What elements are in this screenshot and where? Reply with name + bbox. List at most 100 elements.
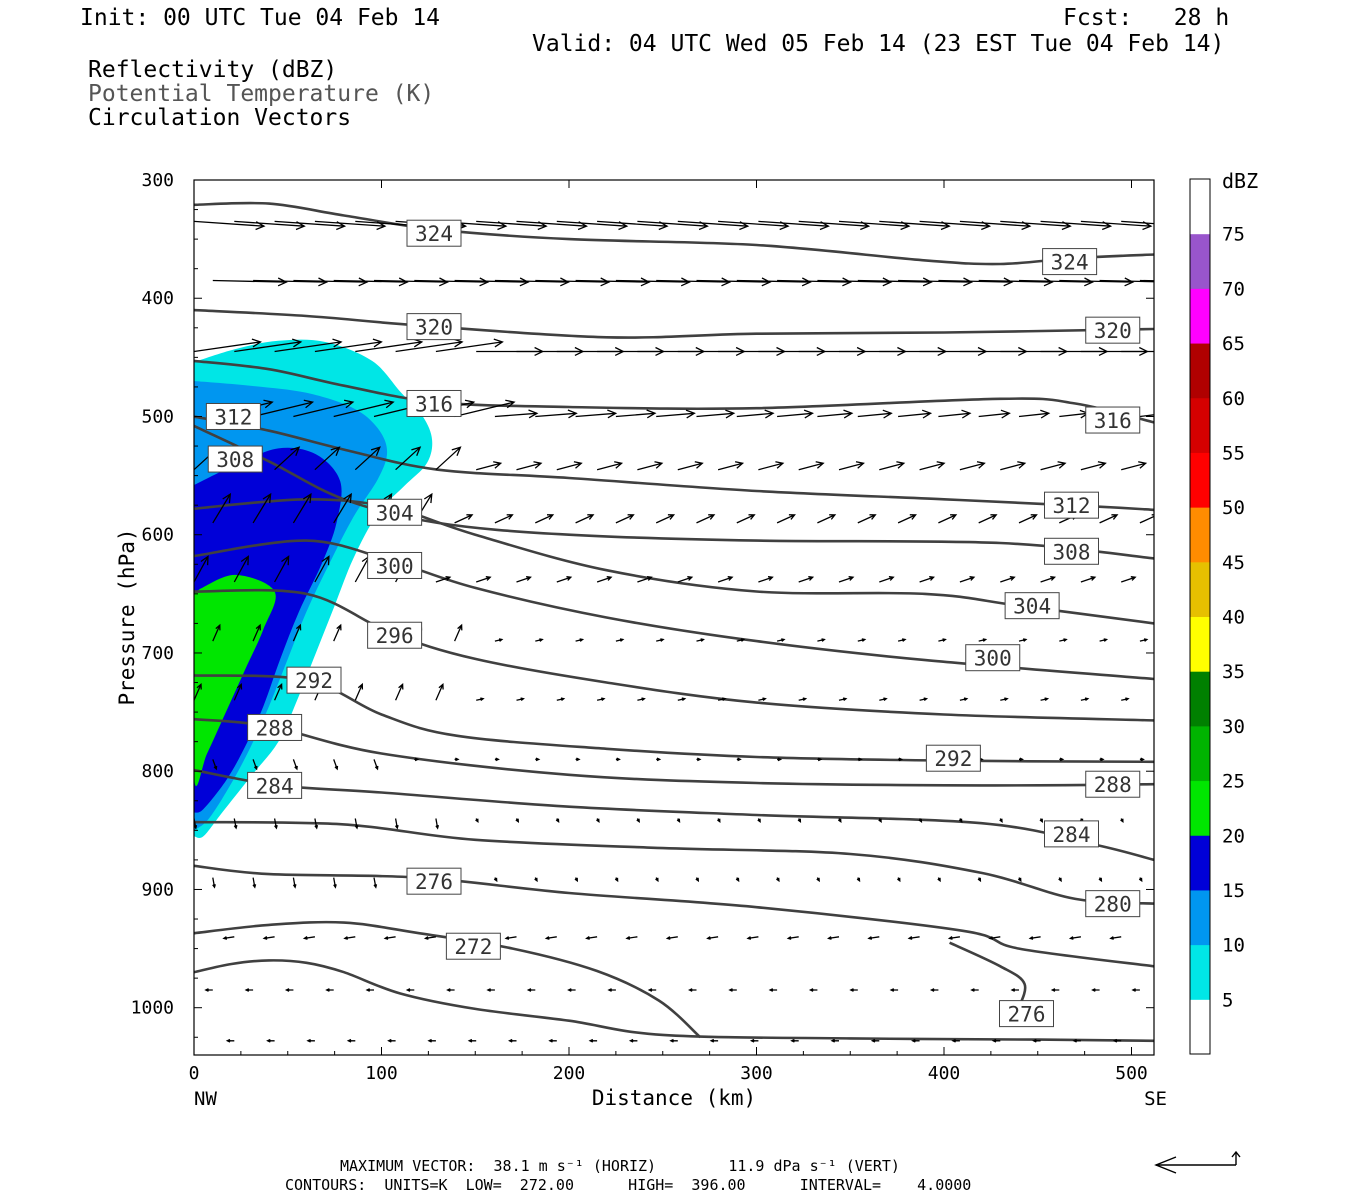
circulation-vector [373,277,449,287]
colorbar-tick-label: 70 [1222,278,1245,300]
circulation-vector [252,399,315,418]
circulation-vector [978,514,998,524]
circulation-vector [1039,818,1043,823]
circulation-vector [656,277,732,287]
circulation-vector [897,638,907,642]
x-end-nw: NW [194,1088,217,1110]
circulation-vector [333,399,395,418]
x-tick-label: 0 [189,1063,200,1084]
circulation-vector [669,1038,678,1043]
circulation-vector [637,697,646,702]
colorbar-tick-label: 65 [1222,333,1245,355]
contour-label-box [367,551,423,579]
circulation-vector [1059,757,1065,762]
axes: 0 100 200 300 400 500 300 400 500 600 700 800 900 100… [131,170,1154,1084]
contour-label-box [445,932,501,960]
circulation-vector [435,338,504,353]
circulation-vector [625,936,638,940]
circulation-vector [333,623,342,642]
circulation-vector [575,757,581,762]
theta-contour-320 [194,308,1154,339]
circulation-vector [1121,220,1154,225]
y-tick-label: 600 [141,525,174,546]
circulation-vector [292,877,297,889]
circulation-vector [314,555,330,583]
circulation-vector [476,697,485,702]
circulation-vector [1000,576,1016,583]
contour-label-box [1085,406,1141,434]
circulation-vector [777,409,814,419]
circulation-vector [212,277,288,287]
circulation-vector [614,877,619,883]
contour-label-292: 292 [295,669,333,693]
circulation-vector [556,576,573,583]
circulation-vector [798,697,808,702]
contour-label-316: 316 [415,392,453,416]
circulation-vector [777,757,783,762]
circulation-vector [306,1038,315,1043]
circulation-vector [427,1038,436,1043]
colorbar-tick-label: 60 [1222,388,1245,410]
theta-contour-308 [194,424,1154,560]
contour-label-284: 284 [1053,823,1091,847]
circulation-vector [1058,877,1062,883]
circulation-vector [977,877,982,883]
circulation-vector [1017,877,1022,883]
circulation-vector [988,936,1001,940]
contour-label-box [965,644,1021,672]
circulation-vector [879,576,895,583]
colorbar-bin [1190,507,1210,563]
contour-label-box [367,498,423,526]
circulation-vector [516,461,543,471]
circulation-vector [665,936,678,940]
circulation-vector [314,338,383,353]
circulation-vector [194,555,209,583]
circulation-vector [637,576,653,583]
circulation-vector [1072,1038,1081,1043]
circulation-vector [706,936,719,940]
circulation-vector [252,492,272,524]
forecast-hour: Fcst: 28 h [1063,5,1230,31]
circulation-vector [516,697,525,702]
circulation-vector [1099,638,1109,642]
field-reflectivity: Reflectivity (dBZ) [88,57,338,83]
circulation-vector [817,514,837,524]
circulation-vector [187,1040,194,1043]
circulation-vector [354,682,364,701]
circulation-vector [647,988,657,992]
circulation-vector [556,697,566,702]
circulation-vector [346,1038,356,1043]
plot-frame [193,179,1155,1056]
circulation-vector [1040,697,1050,702]
circulation-vector [677,576,694,583]
circulation-vector [1040,461,1067,471]
circulation-vector [515,818,520,823]
circulation-vector [1139,514,1154,524]
colorbar-bin [1190,343,1210,399]
theta-contour-312 [194,415,1154,512]
circulation-vector [293,399,355,418]
circulation-vector [938,409,972,419]
circulation-vector [292,759,298,771]
circulation-vector [1091,988,1100,992]
circulation-vector [776,877,780,883]
circulation-vector [1121,697,1130,702]
circulation-vector [314,818,319,830]
circulation-vector [615,514,635,524]
theta-contour-276 [194,959,1154,1043]
circulation-vector [333,759,339,771]
circulation-vector [709,1038,719,1043]
circulation-vector [486,988,495,992]
colorbar-tick-label: 50 [1222,497,1245,519]
circulation-vector [395,446,422,471]
circulation-vector [736,638,746,642]
circulation-vector [435,576,452,583]
contour-label-300: 300 [376,554,414,578]
contour-label-box [1044,491,1099,519]
circulation-vector [535,277,611,287]
circulation-vector [717,461,745,471]
contour-label-308: 308 [1053,540,1091,564]
circulation-vector [790,1038,799,1043]
circulation-vector [838,697,848,702]
circulation-vector [999,818,1003,824]
